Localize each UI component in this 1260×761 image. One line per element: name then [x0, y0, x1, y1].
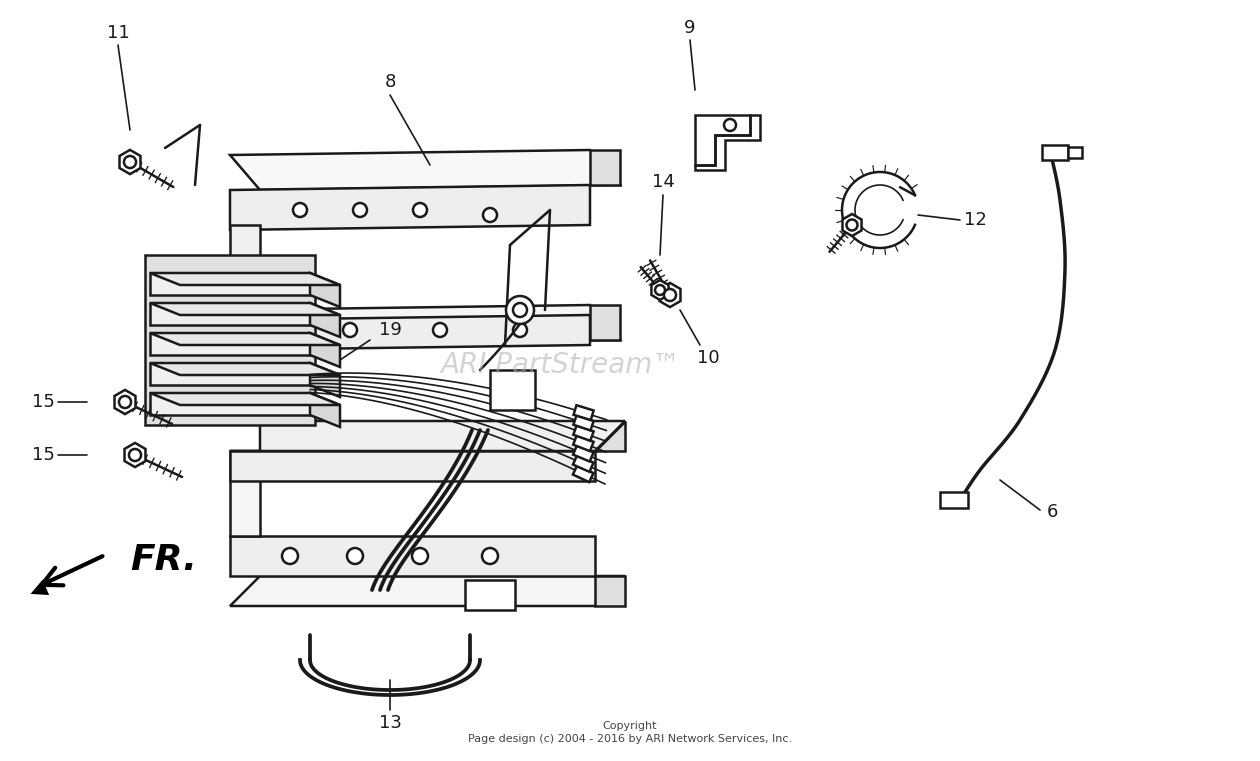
Circle shape: [724, 119, 736, 131]
Polygon shape: [310, 333, 340, 367]
Circle shape: [507, 296, 534, 324]
Polygon shape: [231, 536, 595, 576]
Polygon shape: [590, 305, 620, 340]
Circle shape: [353, 203, 367, 217]
Polygon shape: [651, 280, 669, 300]
Text: 6: 6: [1046, 503, 1057, 521]
Polygon shape: [310, 303, 340, 337]
Text: 13: 13: [378, 714, 402, 732]
Polygon shape: [231, 576, 625, 606]
Polygon shape: [490, 370, 536, 410]
Text: ARI PartStream™: ARI PartStream™: [440, 351, 680, 379]
Polygon shape: [231, 225, 260, 320]
Circle shape: [294, 203, 307, 217]
Polygon shape: [940, 492, 968, 508]
Circle shape: [483, 548, 498, 564]
Polygon shape: [1068, 147, 1082, 158]
Polygon shape: [150, 303, 310, 325]
Polygon shape: [150, 393, 340, 405]
Polygon shape: [231, 451, 260, 536]
Polygon shape: [115, 390, 136, 414]
Circle shape: [273, 323, 287, 337]
Polygon shape: [573, 455, 593, 472]
Text: Page design (c) 2004 - 2016 by ARI Network Services, Inc.: Page design (c) 2004 - 2016 by ARI Netwo…: [467, 734, 793, 744]
Polygon shape: [145, 255, 315, 425]
Polygon shape: [573, 405, 593, 420]
Polygon shape: [150, 393, 310, 415]
Polygon shape: [150, 363, 310, 385]
Polygon shape: [150, 333, 340, 345]
Polygon shape: [573, 466, 593, 482]
Polygon shape: [573, 416, 593, 431]
Circle shape: [413, 203, 427, 217]
Text: 19: 19: [378, 321, 402, 339]
Polygon shape: [231, 421, 625, 451]
Polygon shape: [573, 435, 593, 451]
Circle shape: [129, 449, 141, 461]
Polygon shape: [120, 150, 140, 174]
Text: FR.: FR.: [130, 543, 197, 577]
Circle shape: [664, 289, 677, 301]
Polygon shape: [150, 303, 340, 315]
Polygon shape: [310, 273, 340, 307]
Circle shape: [118, 396, 131, 408]
Polygon shape: [310, 363, 340, 397]
Polygon shape: [231, 150, 620, 190]
Circle shape: [346, 548, 363, 564]
Text: 15: 15: [32, 446, 54, 464]
Text: Copyright: Copyright: [602, 721, 658, 731]
Polygon shape: [843, 214, 862, 236]
Polygon shape: [150, 273, 310, 295]
Polygon shape: [150, 333, 310, 355]
Text: 10: 10: [697, 349, 719, 367]
Polygon shape: [125, 443, 145, 467]
Polygon shape: [595, 421, 625, 451]
Circle shape: [483, 208, 496, 222]
Polygon shape: [150, 363, 340, 375]
Polygon shape: [1042, 145, 1068, 160]
Circle shape: [123, 156, 136, 168]
Circle shape: [513, 303, 527, 317]
Polygon shape: [231, 451, 595, 481]
Polygon shape: [310, 393, 340, 427]
Polygon shape: [590, 150, 620, 185]
Circle shape: [847, 219, 858, 231]
Polygon shape: [220, 401, 640, 621]
Circle shape: [433, 323, 447, 337]
Polygon shape: [595, 576, 625, 606]
Circle shape: [513, 323, 527, 337]
Circle shape: [343, 323, 357, 337]
Polygon shape: [573, 445, 593, 461]
Polygon shape: [150, 273, 340, 285]
Text: 12: 12: [964, 211, 987, 229]
Polygon shape: [231, 315, 590, 350]
Text: 9: 9: [684, 19, 696, 37]
Text: 11: 11: [107, 24, 130, 42]
Polygon shape: [573, 425, 593, 441]
Polygon shape: [231, 305, 620, 345]
Circle shape: [282, 548, 299, 564]
Circle shape: [655, 285, 665, 295]
Text: 14: 14: [651, 173, 674, 191]
Polygon shape: [465, 580, 515, 610]
Circle shape: [412, 548, 428, 564]
Polygon shape: [696, 115, 750, 165]
Polygon shape: [659, 283, 680, 307]
Text: 8: 8: [384, 73, 396, 91]
Polygon shape: [231, 185, 590, 230]
Text: 15: 15: [32, 393, 54, 411]
